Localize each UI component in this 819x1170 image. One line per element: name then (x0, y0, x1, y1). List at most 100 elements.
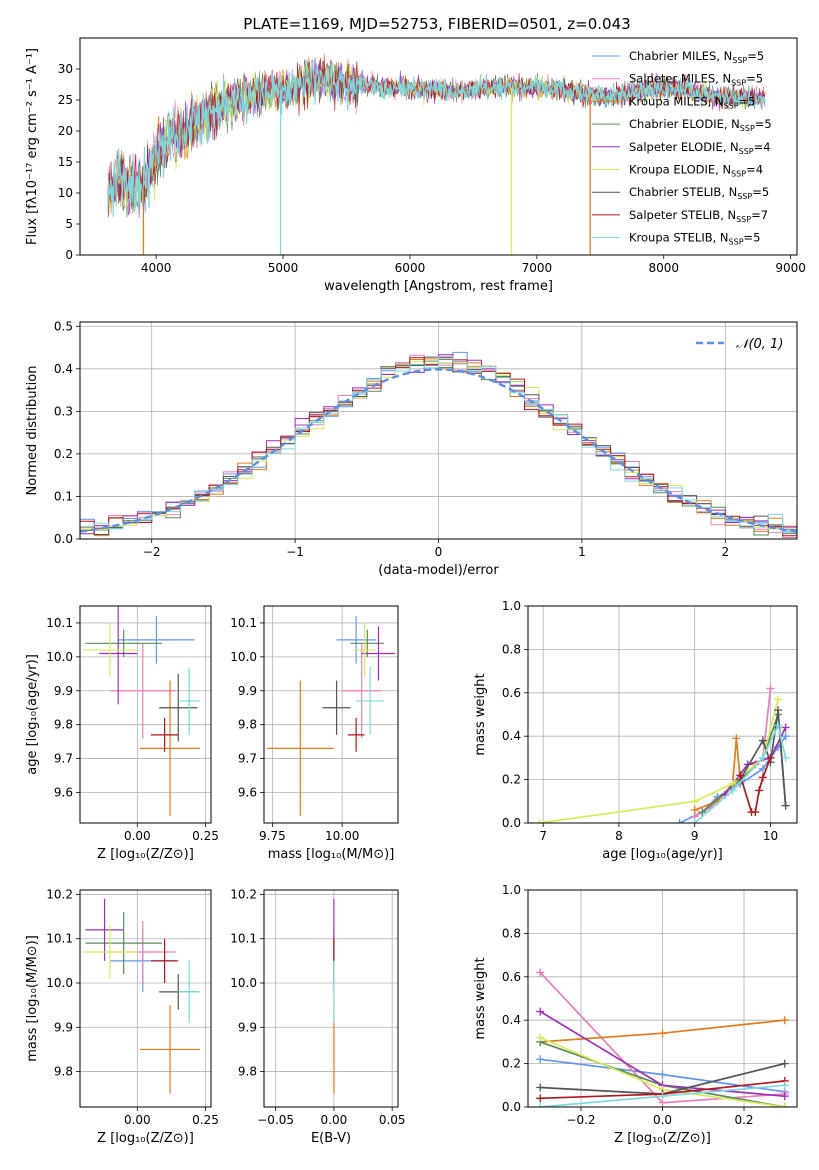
x-axis-label: mass [log₁₀(M/M⊙)] (268, 847, 395, 862)
y-tick-label: 10 (58, 186, 73, 200)
spectrum-line (107, 58, 766, 216)
x-axis-label: age [log₁₀(age/yr)] (602, 847, 723, 862)
y-axis-label: age [log₁₀(age/yr)] (25, 654, 40, 775)
x-tick-label: 0.00 (124, 829, 151, 843)
y-tick-label: 20 (58, 124, 73, 138)
y-tick-label: 10.1 (230, 932, 257, 946)
weight-marker (732, 734, 741, 743)
x-tick-label: −0.05 (257, 1113, 294, 1127)
x-tick-label: 0.25 (192, 829, 219, 843)
figure-title: PLATE=1169, MJD=52753, FIBERID=0501, z=0… (243, 15, 630, 33)
errorbar-point (150, 717, 179, 752)
y-tick-label: 10.1 (46, 616, 73, 630)
y-tick-label: 9.8 (54, 1065, 73, 1079)
x-tick-label: −2 (143, 545, 161, 559)
x-tick-label: 4000 (141, 261, 172, 275)
mass_vs_ebv-panel: −0.05 0.00 0.05 9.8 9.9 10.0 10.1 10.2 E(B-V) (230, 887, 405, 1146)
y-tick-label: 9.9 (238, 684, 257, 698)
y-tick-label: 9.6 (54, 785, 73, 799)
x-tick-label: 0 (435, 545, 443, 559)
errorbar-point (85, 629, 162, 657)
errorbar-point (347, 717, 365, 752)
axes-frame (527, 889, 798, 1108)
x-tick-label: 0.05 (379, 1113, 406, 1127)
y-tick-label: 0 (65, 248, 73, 262)
errorbar-point (266, 680, 334, 817)
errorbar-point (322, 680, 351, 735)
weight-marker (780, 1092, 789, 1101)
x-tick-label: 10 (763, 829, 778, 843)
y-tick-label: 9.9 (238, 1020, 257, 1034)
weight-marker (781, 732, 790, 741)
y-axis-label: Flux [fλ10⁻¹⁷ erg cm⁻² s⁻¹ A⁻¹] (25, 48, 40, 245)
weight-marker (755, 786, 764, 795)
y-tick-label: 9.8 (54, 718, 73, 732)
y-axis-label: Normed distribution (25, 366, 40, 496)
y-tick-label: 0.0 (54, 532, 73, 546)
y-tick-label: 5 (65, 217, 73, 231)
weight-marker (536, 1055, 545, 1064)
x-tick-label: 0.25 (192, 1113, 219, 1127)
y-tick-label: 0.4 (502, 1013, 521, 1027)
y-tick-label: 9.8 (238, 1065, 257, 1079)
age_vs_Z-panel: 0.00 0.25 9.6 9.7 9.8 9.9 10.0 10.1 Z [log₁₀(Z/Z… (25, 605, 219, 862)
y-tick-label: 10.1 (46, 932, 73, 946)
y-tick-label: 0.0 (502, 1100, 521, 1114)
y-tick-label: 10.0 (46, 650, 73, 664)
x-axis-label: wavelength [Angstrom, rest frame] (324, 279, 553, 294)
weight-marker (774, 706, 783, 715)
errorbar-point (361, 626, 396, 681)
spectrum-lines (107, 53, 766, 255)
spectrum-line (107, 60, 766, 218)
weight-marker (658, 1029, 667, 1038)
legend-label: Salpeter STELIB, NSSP=7 (629, 208, 768, 224)
weight-marker (766, 684, 775, 693)
errorbar-point (150, 938, 179, 983)
weight-marker (781, 801, 790, 810)
weight-marker (658, 1092, 667, 1101)
errorbar-point (82, 925, 138, 979)
x-tick-label: 9 (691, 829, 699, 843)
axes-frame (79, 37, 798, 256)
errorbars (82, 606, 201, 817)
y-tick-label: 0.6 (502, 686, 521, 700)
errorbars (82, 898, 201, 1094)
y-tick-label: 0.4 (502, 729, 521, 743)
axes-frame (527, 605, 798, 824)
y-tick-label: 10.2 (230, 887, 257, 901)
y-tick-label: 9.7 (238, 752, 257, 766)
weight-marker (781, 753, 790, 762)
massweight_vs_age-panel: 7 8 9 10 0.0 0.2 0.4 0.6 0.8 1.0 age [log₁₀(age/yr… (473, 599, 798, 862)
errorbar-point (178, 960, 201, 1023)
weight-marker (780, 1059, 789, 1068)
legend-label: Salpeter MILES, NSSP=5 (629, 72, 763, 88)
weight-marker (536, 968, 545, 977)
weight-marker (774, 695, 783, 704)
mass_vs_Z-panel: 0.00 0.25 9.8 9.9 10.0 10.1 10.2 Z [log₁₀(Z/Z⊙)… (25, 887, 219, 1146)
errorbar-point (82, 622, 138, 678)
weight-marker (728, 786, 737, 795)
errorbar-point (140, 680, 201, 817)
weight-marker (751, 808, 760, 817)
y-tick-label: 9.8 (238, 718, 257, 732)
weight-marker (698, 808, 707, 817)
weight-line (739, 757, 772, 813)
weight-lines (536, 968, 789, 1107)
x-axis-label: Z [log₁₀(Z/Z⊙)] (97, 1131, 194, 1146)
weight-marker (736, 771, 745, 780)
weight-marker (780, 1016, 789, 1025)
x-tick-label: 0.0 (653, 1113, 672, 1127)
legend-label: Chabrier MILES, NSSP=5 (629, 49, 764, 65)
errorbar-point (85, 912, 162, 975)
x-tick-label: −0.2 (566, 1113, 595, 1127)
axes-frame (263, 605, 399, 824)
y-axis-label: mass weight (473, 673, 488, 755)
weight-marker (658, 1070, 667, 1079)
legend-label: Kroupa ELODIE, NSSP=4 (629, 163, 763, 179)
y-tick-label: 0.8 (502, 642, 521, 656)
x-tick-label: 2 (721, 545, 729, 559)
weight-marker (536, 1033, 545, 1042)
y-tick-label: 9.9 (54, 684, 73, 698)
weight-marker (690, 805, 699, 814)
